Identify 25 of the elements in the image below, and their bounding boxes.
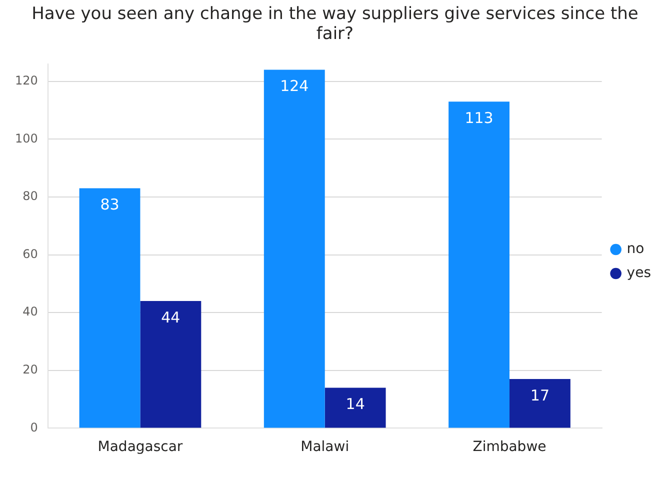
data-label: 17 <box>530 386 550 404</box>
legend-label: no <box>626 241 644 258</box>
bar <box>448 102 510 428</box>
y-tick-label: 80 <box>22 189 38 204</box>
y-tick-label: 0 <box>30 420 38 434</box>
bar <box>264 70 325 428</box>
legend-label: yes <box>626 265 652 282</box>
bar <box>324 388 386 428</box>
x-tick-label: Madagascar <box>98 439 183 456</box>
x-tick-label: Malawi <box>300 439 350 456</box>
y-tick-label: 60 <box>22 246 38 261</box>
data-label: 14 <box>346 395 365 414</box>
y-tick-label: 20 <box>22 362 38 377</box>
data-label: 124 <box>280 77 309 96</box>
bar <box>79 188 140 428</box>
x-tick-label: Zimbabwe <box>472 439 546 456</box>
chart-title: Have you seen any change in the way suppliers give services since the fair? <box>30 4 640 44</box>
y-tick-label: 40 <box>22 304 38 319</box>
data-label: 44 <box>161 308 180 326</box>
y-tick-label: 120 <box>15 73 38 88</box>
bar <box>140 301 202 428</box>
data-label: 83 <box>100 196 120 214</box>
y-tick-label: 100 <box>15 131 38 146</box>
bar <box>509 379 570 428</box>
data-label: 113 <box>464 108 494 127</box>
